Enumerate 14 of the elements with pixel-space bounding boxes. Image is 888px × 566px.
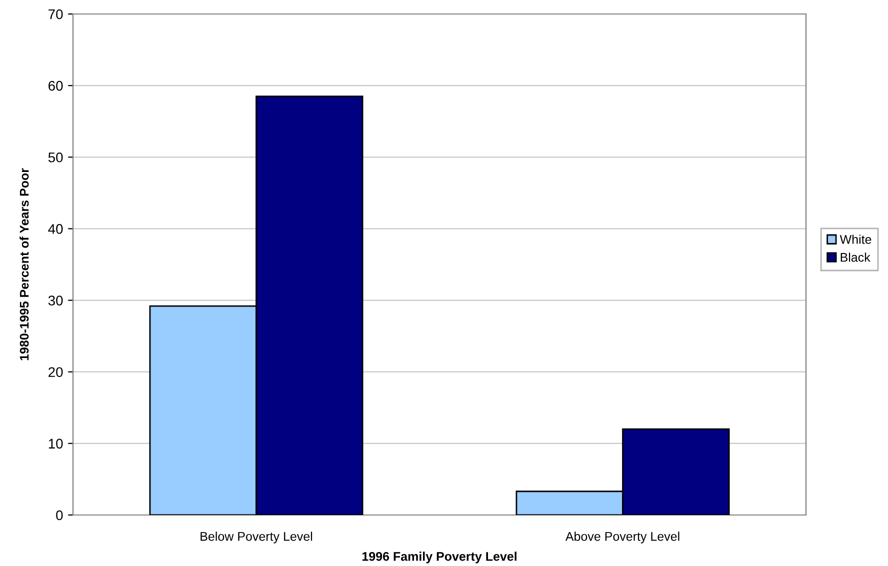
legend-label: White [840, 234, 872, 244]
y-tick-label: 50 [48, 152, 63, 162]
y-tick-label: 0 [56, 510, 63, 520]
y-tick-label: 20 [48, 367, 63, 378]
x-axis-title: 1996 Family Poverty Level [362, 552, 516, 564]
y-axis-title: 1980-1995 Percent of Years Poor [20, 168, 29, 360]
legend-label: Black [840, 252, 870, 262]
y-tick-label: 10 [48, 438, 63, 449]
y-tick-label: 60 [48, 80, 63, 91]
y-tick-label: 40 [48, 224, 63, 234]
y-tick-label: 30 [48, 296, 63, 306]
x-tick-label: Above Poverty Level [565, 532, 680, 544]
y-tick-label: 70 [48, 9, 63, 20]
x-tick-label: Below Poverty Level [200, 532, 312, 544]
